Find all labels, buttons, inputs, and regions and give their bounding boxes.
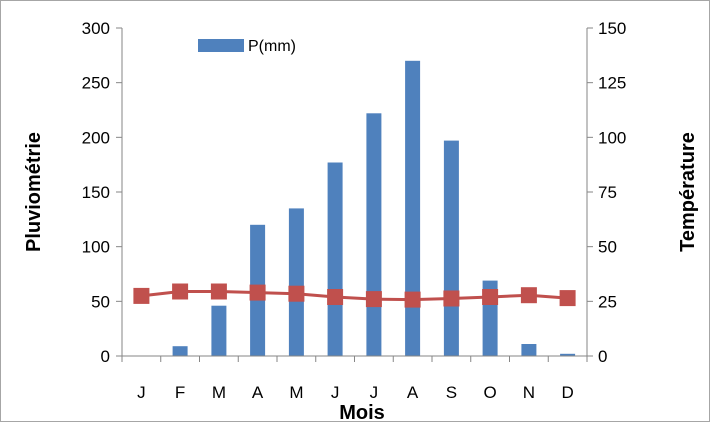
y-tick-label: 300 xyxy=(82,19,110,38)
bar-1 xyxy=(172,346,188,356)
labels-layer: 0 50 100 150 200 250 300 0 25 50 75 100 125 150 J F M A M J… xyxy=(82,19,627,402)
temperature-marker-9 xyxy=(482,289,499,305)
x-tick-label: N xyxy=(523,383,535,402)
y2-tick-label: 0 xyxy=(598,347,607,366)
x-tick-label: A xyxy=(252,383,264,402)
x-tick-label: F xyxy=(175,383,185,402)
y-tick-label: 100 xyxy=(82,238,110,257)
x-tick-label: D xyxy=(561,383,573,402)
temperature-marker-4 xyxy=(288,285,305,302)
temperature-marker-3 xyxy=(249,284,266,301)
temperature-marker-11 xyxy=(559,290,576,307)
y2-tick-label: 150 xyxy=(598,19,626,38)
y-tick-label: 200 xyxy=(82,128,110,147)
temperature-marker-10 xyxy=(520,287,537,304)
y-axis-title: Pluviométrie xyxy=(23,132,45,252)
x-tick-label: J xyxy=(370,383,379,402)
y2-axis-title: Température xyxy=(677,132,699,252)
x-tick-label: S xyxy=(446,383,457,402)
y-tick-label: 50 xyxy=(91,292,110,311)
x-tick-label: O xyxy=(483,383,496,402)
bar-4 xyxy=(288,208,304,356)
bar-2 xyxy=(211,305,227,356)
y2-tick-label: 100 xyxy=(598,128,626,147)
temperature-marker-7 xyxy=(404,291,421,308)
legend: P(mm) xyxy=(198,38,296,55)
temperature-marker-6 xyxy=(365,291,382,308)
x-axis-title: Mois xyxy=(339,402,385,423)
y-tick-label: 0 xyxy=(101,347,110,366)
temperature-marker-0 xyxy=(133,287,150,304)
x-tick-label: M xyxy=(289,383,303,402)
x-tick-label: A xyxy=(407,383,419,402)
y2-tick-label: 25 xyxy=(598,292,617,311)
x-tick-label: J xyxy=(331,383,340,402)
bar-11 xyxy=(560,353,576,356)
line-layer xyxy=(133,283,576,308)
x-tick-label: M xyxy=(212,383,226,402)
x-tick-label: J xyxy=(137,383,146,402)
bar-10 xyxy=(521,344,537,356)
y2-tick-label: 50 xyxy=(598,238,617,257)
y2-tick-label: 125 xyxy=(598,74,626,93)
legend-label-precipitation: P(mm) xyxy=(248,38,296,55)
bar-7 xyxy=(405,60,421,357)
axes-layer xyxy=(116,27,593,362)
y-tick-label: 250 xyxy=(82,74,110,93)
temperature-marker-2 xyxy=(210,283,227,300)
bar-5 xyxy=(327,162,343,356)
bar-6 xyxy=(366,113,382,356)
temperature-marker-5 xyxy=(327,289,344,305)
y-tick-label: 150 xyxy=(82,183,110,202)
temperature-marker-8 xyxy=(443,290,460,307)
y2-tick-label: 75 xyxy=(598,183,617,202)
bar-8 xyxy=(443,140,459,356)
legend-swatch-precipitation xyxy=(198,39,244,52)
temperature-marker-1 xyxy=(172,283,189,300)
